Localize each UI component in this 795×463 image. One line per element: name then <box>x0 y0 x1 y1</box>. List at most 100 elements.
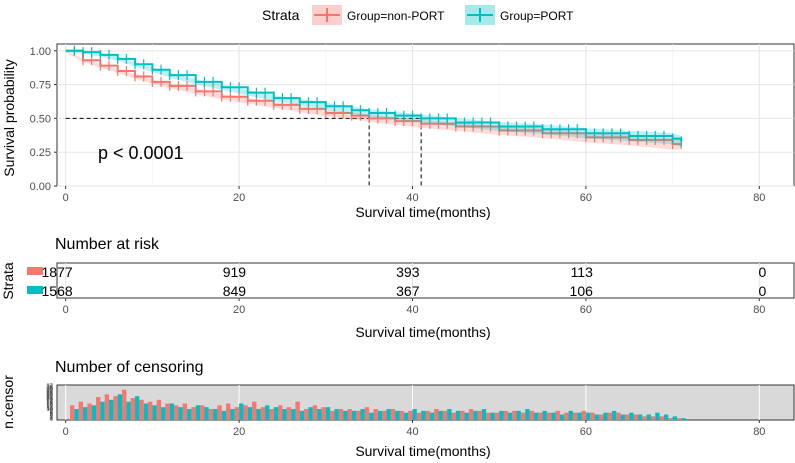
censor-y-tick-label: 24 <box>46 393 53 399</box>
censor-bar-non-port <box>581 410 586 420</box>
censor-y-tick-label: 29 <box>46 388 53 394</box>
censor-bar-port <box>455 410 461 420</box>
censor-bar-non-port <box>468 409 474 420</box>
censor-bar-non-port <box>174 405 179 420</box>
censor-y-tick-label: 9 <box>50 408 54 414</box>
censor-bar-port <box>117 394 123 420</box>
censor-title: Number of censoring <box>55 359 204 376</box>
censor-bar-non-port <box>286 407 292 420</box>
censor-bar-port <box>403 412 409 420</box>
censor-bar-port <box>91 405 97 420</box>
censor-bar-port <box>594 414 599 420</box>
survival-y-ticks: 0.00 0.25 0.50 0.75 1.00 <box>30 46 57 193</box>
censor-bar-non-port <box>356 410 361 420</box>
censor-bar-port <box>663 414 669 420</box>
censor-y-tick-label: 10 <box>46 407 53 413</box>
censor-bar-non-port <box>416 412 422 420</box>
censor-y-tick-label: 0 <box>50 417 54 423</box>
censor-bar-non-port <box>87 403 92 420</box>
censor-y-tick-label: 17 <box>46 400 53 406</box>
risk-x-tick-label-60: 60 <box>580 304 592 316</box>
risk-value: 0 <box>759 264 767 280</box>
censor-bar-port <box>568 410 573 420</box>
censor-bar-port <box>291 409 296 420</box>
censor-bar-port <box>681 418 686 420</box>
censor-bar-non-port <box>650 416 656 420</box>
survival-xlabel: Survival time(months) <box>355 204 490 220</box>
censor-bar-non-port <box>477 410 482 420</box>
censor-bar-port <box>204 407 209 420</box>
censor-y-tick-label: 18 <box>46 399 53 405</box>
censor-y-tick-label: 37 <box>46 384 53 390</box>
survival-x-ticks: 0 20 40 60 80 <box>63 186 765 204</box>
risk-value: 1877 <box>42 264 73 280</box>
risk-value: 113 <box>571 264 594 280</box>
survival-panel <box>56 43 795 187</box>
censor-bar-non-port <box>425 410 430 420</box>
censor-bar-non-port <box>520 412 526 420</box>
censor-bar-port <box>525 409 530 420</box>
censor-bar-port <box>395 410 400 420</box>
censor-bar-non-port <box>399 410 404 420</box>
censor-bar-port <box>247 407 253 420</box>
censor-bar-port <box>187 409 192 420</box>
censor-bar-non-port <box>347 409 352 420</box>
censor-bar-non-port <box>451 412 456 420</box>
censor-bar-non-port <box>278 405 283 420</box>
censor-bar-port <box>516 410 521 420</box>
censor-bar-port <box>308 407 313 420</box>
censor-bar-non-port <box>486 412 491 420</box>
censor-y-tick-label: 5 <box>50 412 54 418</box>
risk-x-tick-label-40: 40 <box>406 304 418 316</box>
x-tick-label-40: 40 <box>406 192 418 204</box>
censor-bar-port <box>256 409 261 420</box>
risk-table: Number at risk Strata 1877 919 393 113 0 1568… <box>0 236 795 340</box>
censor-y-tick-label: 8 <box>50 409 54 415</box>
censor-bar-non-port <box>139 399 144 420</box>
censor-bar-non-port <box>616 412 621 420</box>
censor-bar-port <box>611 410 617 420</box>
censor-bar-port <box>481 409 487 420</box>
censor-x-tick-label-60: 60 <box>580 426 592 438</box>
risk-value: 367 <box>396 283 420 299</box>
censor-bar-port <box>299 410 305 420</box>
censor-bar-port <box>585 412 591 420</box>
censor-y-tick-label: 1 <box>50 416 54 422</box>
censor-bar-port <box>161 407 166 420</box>
risk-table-panel <box>56 262 795 299</box>
x-tick-label-20: 20 <box>233 192 245 204</box>
censor-bar-non-port <box>217 405 222 420</box>
censor-y-tick-label: 19 <box>46 398 53 404</box>
censor-bar-non-port <box>182 403 188 420</box>
y-tick-label-3: 0.75 <box>30 80 51 92</box>
censor-bar-non-port <box>338 409 344 420</box>
censor-bar-non-port <box>260 407 266 420</box>
censor-bar-non-port <box>382 410 387 420</box>
censor-bar-non-port <box>494 412 500 420</box>
censor-x-tick-label-40: 40 <box>406 426 418 438</box>
censor-bar-port <box>230 409 235 420</box>
censor-x-ticks: 0 20 40 60 80 <box>63 420 765 438</box>
censor-bar-non-port <box>555 410 560 420</box>
y-tick-label-1: 0.25 <box>30 147 51 159</box>
censor-bar-non-port <box>104 394 110 420</box>
censor-bar-non-port <box>364 407 370 420</box>
censor-y-tick-label: 12 <box>46 405 53 411</box>
censor-bar-non-port <box>460 410 465 420</box>
x-tick-label-0: 0 <box>63 192 69 204</box>
censor-bar-port <box>429 412 435 420</box>
censor-bar-port <box>421 410 426 420</box>
censor-bar-non-port <box>295 401 300 420</box>
censor-bar-non-port <box>408 410 413 420</box>
survival-ylabel: Survival probability <box>1 59 17 177</box>
censor-bar-non-port <box>442 410 448 420</box>
censor-bar-port <box>74 409 79 420</box>
censor-bar-non-port <box>312 405 318 420</box>
risk-x-tick-label-0: 0 <box>63 304 69 316</box>
censor-bar-port <box>369 412 374 420</box>
censor-bar-port <box>135 396 140 420</box>
censor-bar-port <box>559 414 565 420</box>
median-lines <box>65 117 422 186</box>
censor-bar-port <box>533 412 539 420</box>
